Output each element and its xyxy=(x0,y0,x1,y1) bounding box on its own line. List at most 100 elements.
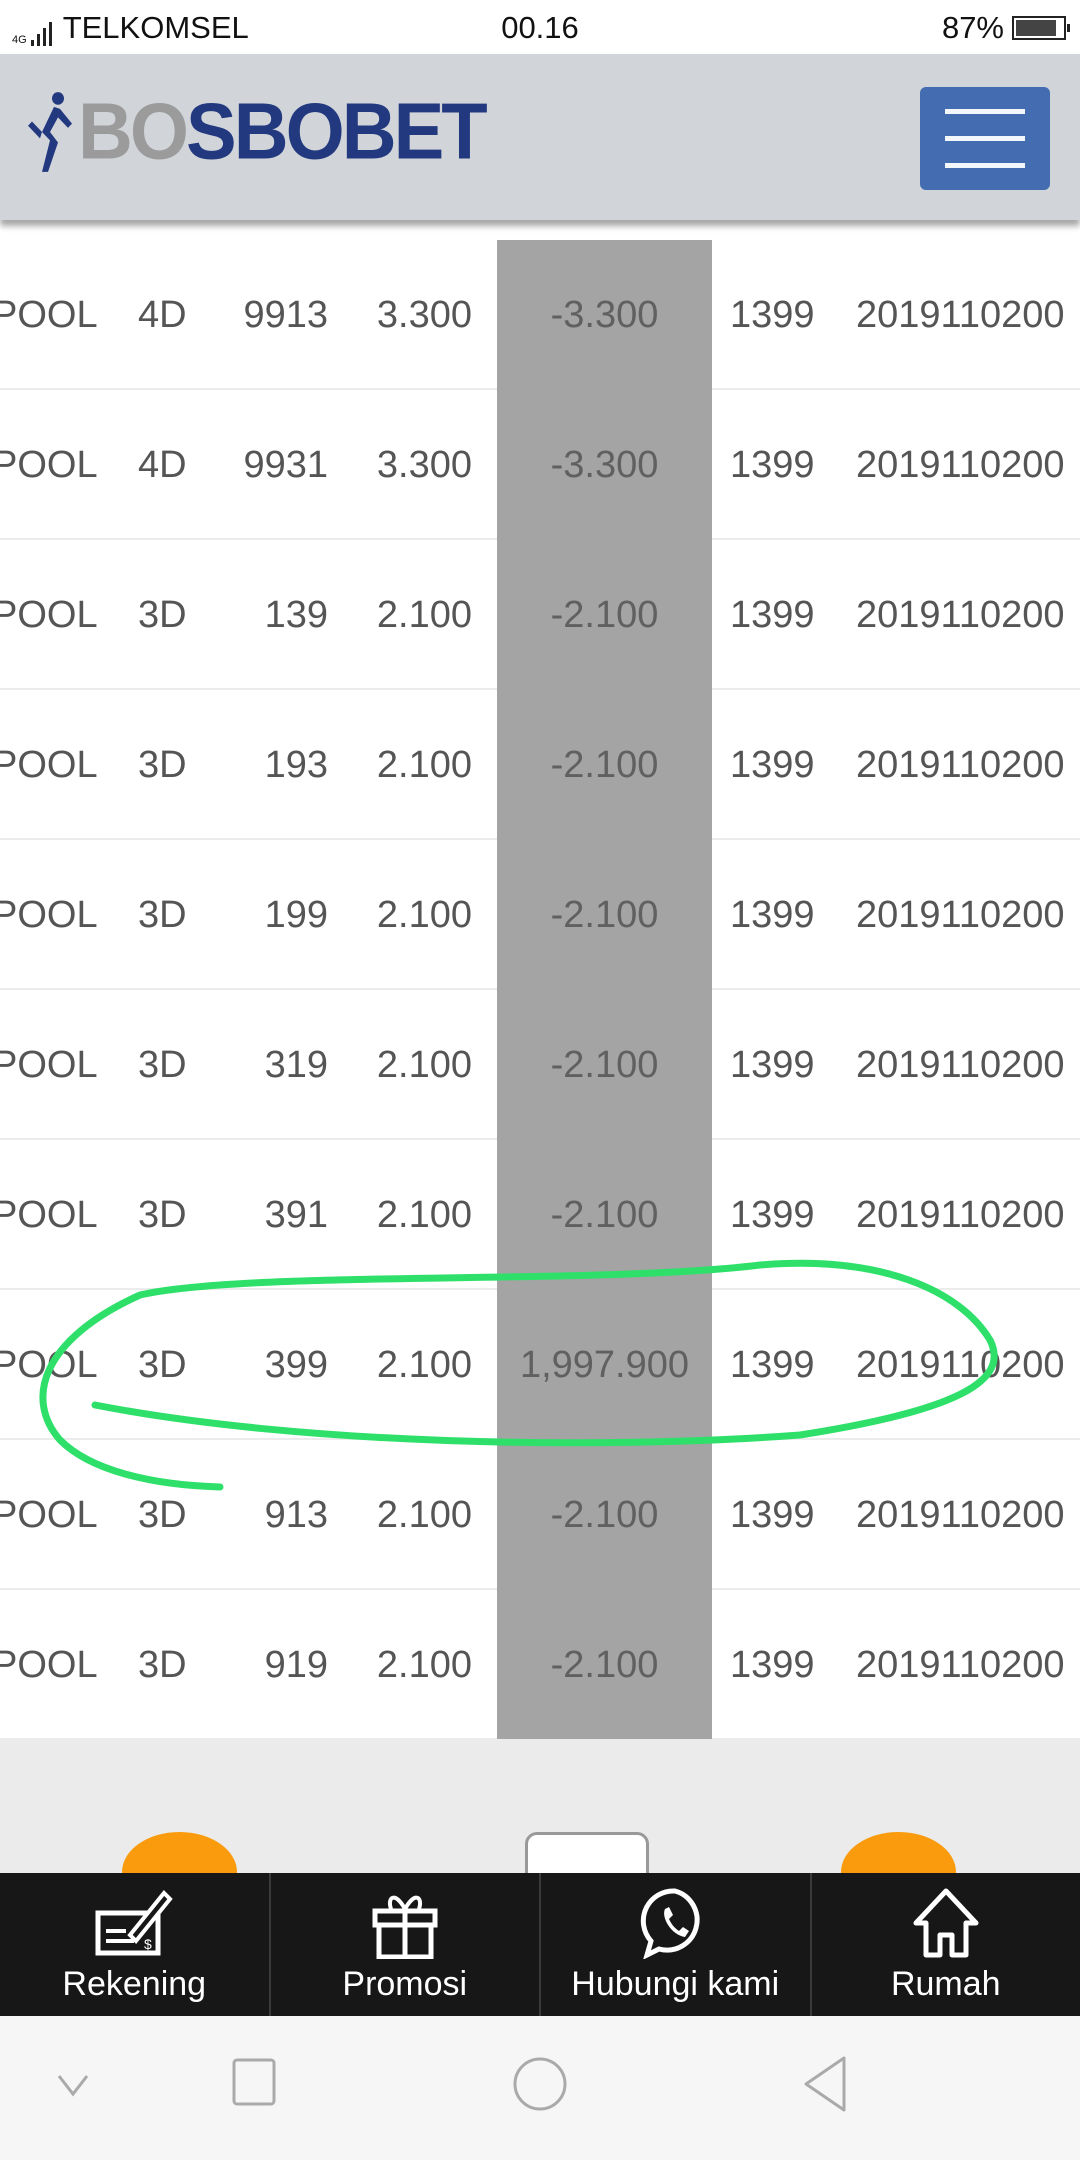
cell-number: 9913 xyxy=(243,294,328,336)
cell-game: POOL xyxy=(0,1494,98,1536)
cell-period: 1399 xyxy=(730,1044,815,1086)
nav-rumah[interactable]: Rumah xyxy=(812,1873,1080,2016)
cell-number: 319 xyxy=(264,1044,328,1086)
cell-date: 2019110200 xyxy=(856,894,1065,936)
table-row: POOL 4D 9931 3.300 -3.300 1399 2019110200 xyxy=(0,390,1080,540)
nav-label: Rumah xyxy=(890,1965,1001,2003)
runner-icon xyxy=(28,91,72,172)
cell-game: POOL xyxy=(0,594,98,636)
table-row: POOL 3D 139 2.100 -2.100 1399 2019110200 xyxy=(0,540,1080,690)
svg-text:$: $ xyxy=(144,1936,152,1952)
cell-win-loss: -3.300 xyxy=(497,240,712,390)
cell-stake: 2.100 xyxy=(376,594,472,636)
cell-stake: 2.100 xyxy=(376,1644,472,1686)
home-button-icon[interactable] xyxy=(508,2054,572,2118)
gift-icon xyxy=(372,1895,438,1959)
cell-period: 1399 xyxy=(730,744,815,786)
nav-promosi[interactable]: Promosi xyxy=(271,1873,541,2016)
clock: 00.16 xyxy=(501,10,579,45)
bottom-nav: $ Rekening Promosi Hubungi kami Rumah xyxy=(0,1873,1080,2016)
cell-number: 139 xyxy=(264,594,328,636)
cell-stake: 3.300 xyxy=(376,294,472,336)
cell-date: 2019110200 xyxy=(856,1494,1065,1536)
carrier-info: 4G TELKOMSEL xyxy=(12,10,249,46)
cell-type: 4D xyxy=(138,294,187,336)
cell-date: 2019110200 xyxy=(856,1044,1065,1086)
nav-label: Promosi xyxy=(342,1965,468,2003)
hamburger-menu-button[interactable] xyxy=(920,87,1050,190)
cell-type: 3D xyxy=(138,1494,187,1536)
cell-period: 1399 xyxy=(730,1344,815,1386)
battery-icon xyxy=(1012,16,1070,40)
cell-type: 3D xyxy=(138,1344,187,1386)
cell-period: 1399 xyxy=(730,294,815,336)
table-row: POOL 3D 193 2.100 -2.100 1399 2019110200 xyxy=(0,690,1080,840)
carrier-name: TELKOMSEL xyxy=(62,10,249,45)
cell-period: 1399 xyxy=(730,894,815,936)
bet-history-table: POOL 4D 9913 3.300 -3.300 1399 2019110200 POOL 4… xyxy=(0,240,1080,1740)
cell-stake: 2.100 xyxy=(376,744,472,786)
cell-stake: 2.100 xyxy=(376,1344,472,1386)
cell-number: 193 xyxy=(264,744,328,786)
cell-type: 3D xyxy=(138,1044,187,1086)
cell-win-loss: -2.100 xyxy=(497,1590,712,1740)
cell-period: 1399 xyxy=(730,1644,815,1686)
battery-status: 87% xyxy=(941,10,1070,46)
cell-number: 391 xyxy=(264,1194,328,1236)
system-nav-bar xyxy=(0,2016,1080,2160)
cell-game: POOL xyxy=(0,1344,98,1386)
cell-win-loss: 1,997.900 xyxy=(497,1290,712,1440)
cell-win-loss: -2.100 xyxy=(497,990,712,1140)
bosbobet-logo[interactable]: BO SBOBET xyxy=(28,86,488,177)
recents-button-icon[interactable] xyxy=(230,2054,280,2114)
cell-number: 913 xyxy=(264,1494,328,1536)
cell-date: 2019110200 xyxy=(856,744,1065,786)
battery-percent: 87% xyxy=(941,10,1004,45)
cell-type: 3D xyxy=(138,744,187,786)
home-icon xyxy=(913,1888,979,1958)
nav-rekening[interactable]: $ Rekening xyxy=(0,1873,271,2016)
hamburger-icon xyxy=(945,109,1025,114)
cell-win-loss: -2.100 xyxy=(497,540,712,690)
table-row: POOL 3D 399 2.100 1,997.900 1399 2019110200 xyxy=(0,1290,1080,1440)
cell-type: 3D xyxy=(138,594,187,636)
cell-period: 1399 xyxy=(730,1494,815,1536)
table-row: POOL 4D 9913 3.300 -3.300 1399 2019110200 xyxy=(0,240,1080,390)
nav-label: Hubungi kami xyxy=(571,1965,780,2003)
cell-stake: 2.100 xyxy=(376,1194,472,1236)
cell-type: 3D xyxy=(138,894,187,936)
site-header: BO SBOBET xyxy=(0,54,1080,220)
nav-label: Rekening xyxy=(62,1965,207,2003)
cell-stake: 2.100 xyxy=(376,894,472,936)
back-button-icon[interactable] xyxy=(800,2054,850,2114)
cell-date: 2019110200 xyxy=(856,444,1065,486)
cell-win-loss: -2.100 xyxy=(497,840,712,990)
signal-icon xyxy=(30,22,52,46)
cell-game: POOL xyxy=(0,294,98,336)
network-type: 4G xyxy=(12,34,27,46)
cell-type: 3D xyxy=(138,1194,187,1236)
table-row: POOL 3D 199 2.100 -2.100 1399 2019110200 xyxy=(0,840,1080,990)
cell-win-loss: -2.100 xyxy=(497,1440,712,1590)
status-bar: 4G TELKOMSEL 00.16 87% xyxy=(0,0,1080,54)
cell-game: POOL xyxy=(0,444,98,486)
cell-date: 2019110200 xyxy=(856,1194,1065,1236)
table-row: POOL 3D 391 2.100 -2.100 1399 2019110200 xyxy=(0,1140,1080,1290)
cell-game: POOL xyxy=(0,1194,98,1236)
cell-win-loss: -2.100 xyxy=(497,1140,712,1290)
nav-hubungi-kami[interactable]: Hubungi kami xyxy=(541,1873,812,2016)
cell-number: 9931 xyxy=(243,444,328,486)
collapse-chevron-icon[interactable] xyxy=(55,2054,91,2114)
cell-period: 1399 xyxy=(730,444,815,486)
cell-type: 3D xyxy=(138,1644,187,1686)
table-row: POOL 3D 913 2.100 -2.100 1399 2019110200 xyxy=(0,1440,1080,1590)
cell-number: 399 xyxy=(264,1344,328,1386)
cell-number: 199 xyxy=(264,894,328,936)
cell-stake: 2.100 xyxy=(376,1494,472,1536)
cell-game: POOL xyxy=(0,744,98,786)
table-row: POOL 3D 319 2.100 -2.100 1399 2019110200 xyxy=(0,990,1080,1140)
cell-game: POOL xyxy=(0,1644,98,1686)
whatsapp-icon xyxy=(641,1888,700,1959)
cell-date: 2019110200 xyxy=(856,594,1065,636)
cell-period: 1399 xyxy=(730,594,815,636)
